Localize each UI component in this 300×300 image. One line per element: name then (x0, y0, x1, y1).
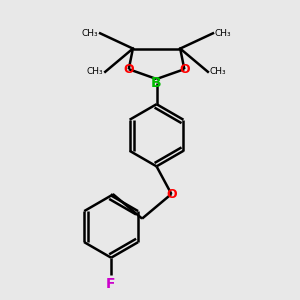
Text: O: O (166, 188, 177, 200)
Text: F: F (105, 277, 115, 291)
Text: CH₃: CH₃ (82, 29, 98, 38)
Text: CH₃: CH₃ (214, 29, 231, 38)
Text: O: O (179, 63, 190, 76)
Text: CH₃: CH₃ (87, 67, 104, 76)
Text: CH₃: CH₃ (209, 67, 226, 76)
Text: O: O (123, 63, 134, 76)
Text: B: B (151, 76, 162, 90)
